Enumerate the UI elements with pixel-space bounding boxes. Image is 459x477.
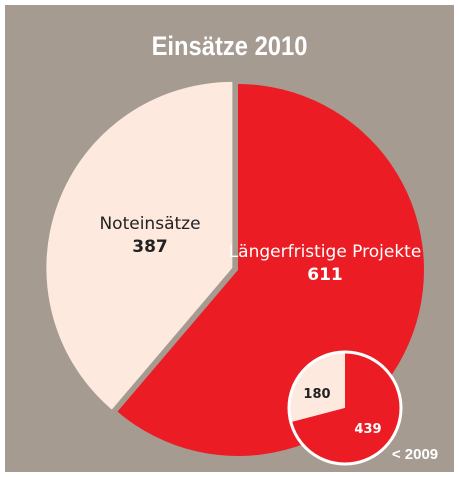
pie-slice bbox=[290, 352, 402, 465]
value-label: 180 bbox=[303, 387, 331, 402]
inset-title: < 2009 bbox=[391, 446, 439, 463]
value-label: 439 bbox=[354, 422, 382, 437]
slice-label: 180 bbox=[297, 385, 337, 404]
slice-label: Noteinsätze 387 bbox=[65, 213, 235, 259]
pie-slice bbox=[46, 81, 233, 410]
value-label: 387 bbox=[132, 237, 168, 257]
category-label: Noteinsätze bbox=[99, 214, 201, 234]
slice-label: Längerfristige Projekte 611 bbox=[225, 241, 425, 287]
chart-title: Einsätze 2010 bbox=[151, 31, 308, 61]
pie-outline bbox=[287, 350, 403, 466]
value-label: 611 bbox=[307, 265, 343, 285]
chart bbox=[46, 81, 425, 466]
slice-label: 439 bbox=[343, 420, 393, 439]
category-label: Längerfristige Projekte bbox=[228, 242, 422, 262]
pie-slice bbox=[289, 352, 345, 423]
